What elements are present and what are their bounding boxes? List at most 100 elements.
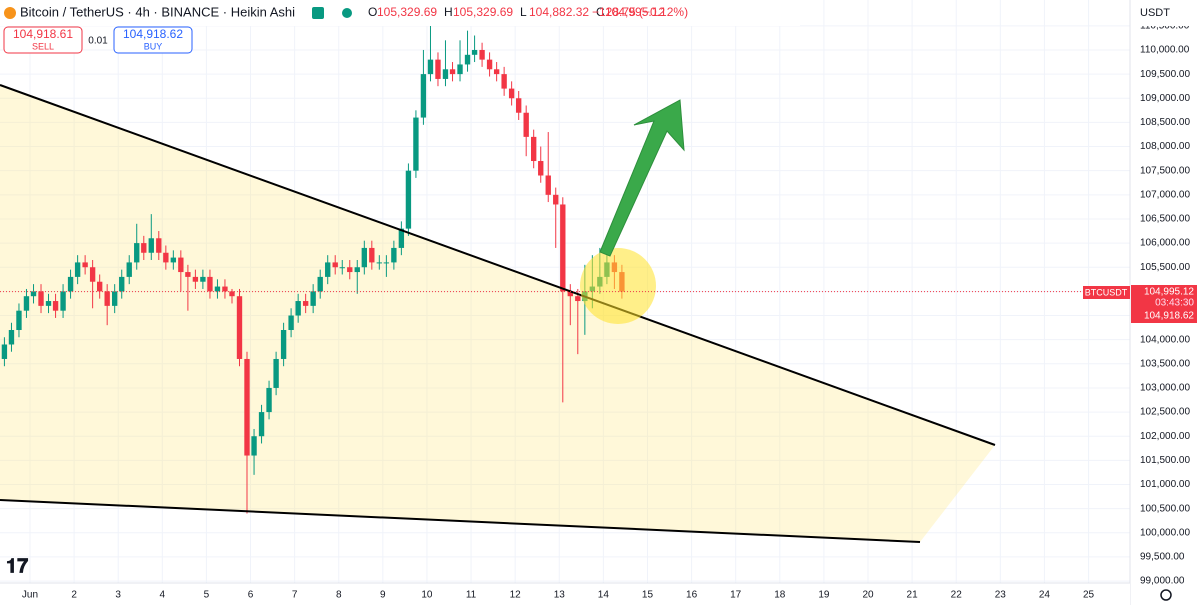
last-price: 104,995.12 <box>1144 287 1194 298</box>
candle-body <box>74 262 81 277</box>
candle-body <box>575 296 581 302</box>
x-tick-label: 2 <box>71 590 77 601</box>
candle-body <box>156 238 162 253</box>
x-tick-label: 25 <box>1083 590 1095 601</box>
x-tick-label: 18 <box>774 590 786 601</box>
candle-body <box>266 387 272 413</box>
candle-body <box>376 262 382 264</box>
candle-body <box>244 358 250 456</box>
grid <box>0 0 1130 583</box>
candle-body <box>302 301 309 306</box>
x-tick-label: 20 <box>862 590 874 601</box>
candle-body <box>347 267 353 273</box>
buy-button[interactable] <box>113 26 193 54</box>
y-tick-label: 103,000.00 <box>1140 383 1190 394</box>
y-tick-label: 102,500.00 <box>1140 407 1190 418</box>
candle-body <box>523 112 529 137</box>
candle-body <box>185 272 191 277</box>
candle-body <box>486 59 493 70</box>
x-tick-label: 23 <box>995 590 1007 601</box>
candle-body <box>192 276 199 282</box>
candle-body <box>398 228 405 248</box>
candle-body <box>82 262 88 268</box>
y-tick-label: 110,000.00 <box>1140 45 1190 56</box>
bid-price: 104,918.62 <box>1144 311 1194 322</box>
up-arrow <box>599 99 685 257</box>
candle-body <box>8 330 15 345</box>
candle-body <box>273 358 279 388</box>
candle-body <box>449 69 456 75</box>
candle-body <box>493 69 500 75</box>
y-tick-label: 109,000.00 <box>1140 93 1190 104</box>
candle-body <box>104 291 110 306</box>
y-tick-label: 106,000.00 <box>1140 238 1190 249</box>
x-tick-label: 24 <box>1039 590 1051 601</box>
settings-icon[interactable] <box>1160 589 1172 601</box>
sell-price: 104,918.61 <box>13 27 73 41</box>
candle-body <box>531 136 537 162</box>
candle-body <box>508 88 515 99</box>
x-tick-label: 12 <box>510 590 522 601</box>
y-tick-label: 102,000.00 <box>1140 431 1190 442</box>
candle-body <box>361 247 367 268</box>
symbol-tag: BTCUSDT <box>1085 287 1128 297</box>
candle-body <box>516 98 522 113</box>
candle-body <box>405 170 412 229</box>
ohlc-key: H <box>444 5 453 19</box>
highlight-circle <box>580 248 656 324</box>
sell-button[interactable] <box>3 26 83 54</box>
candle-body <box>229 291 235 297</box>
last-price-bg <box>1131 285 1197 323</box>
symbol-tag-bg <box>1083 286 1130 299</box>
ohlc-value: 105,329.69 <box>377 5 437 19</box>
candle-body <box>545 175 551 195</box>
candle-body <box>67 276 74 292</box>
status-dot <box>342 8 352 18</box>
y-tick-label: 103,500.00 <box>1140 358 1190 369</box>
candle-body <box>383 262 390 264</box>
candle-body <box>325 262 331 277</box>
y-tick-label: 101,000.00 <box>1140 479 1190 490</box>
candle-body <box>471 49 478 55</box>
candle-body <box>141 243 147 253</box>
candle-body <box>567 291 573 297</box>
candle-body <box>280 330 287 359</box>
candle-body <box>553 194 559 205</box>
btc-icon <box>4 7 16 19</box>
time-axis <box>0 583 1130 605</box>
candle-body <box>295 301 301 316</box>
spread: 0.01 <box>88 36 108 47</box>
candle-body <box>60 291 66 311</box>
x-tick-label: 7 <box>292 590 298 601</box>
candle-body <box>391 247 397 263</box>
x-tick-label: 19 <box>818 590 830 601</box>
upper-trendline <box>0 84 996 446</box>
candle-body <box>369 247 375 263</box>
ohlc-value: 104,882.32 <box>529 5 589 19</box>
x-tick-label: 5 <box>204 590 210 601</box>
y-tick-label: 105,500.00 <box>1140 262 1190 273</box>
x-tick-label: 4 <box>160 590 166 601</box>
candle-body <box>251 436 257 456</box>
candle-body <box>222 286 228 292</box>
candle-body <box>126 262 132 277</box>
candle-body <box>170 257 177 263</box>
y-tick-label: 108,000.00 <box>1140 141 1190 152</box>
candle-body <box>457 64 463 75</box>
ohlc-key: L <box>520 5 527 19</box>
candle-body <box>339 267 345 269</box>
ohlc-legend: O 105,329.69 H 105,329.69 L 104,882.32 C 104,99… <box>368 5 665 19</box>
candle-body <box>479 49 485 60</box>
y-tick-label: 107,000.00 <box>1140 189 1190 200</box>
symbol-title: Bitcoin / TetherUS · 4h · BINANCE · Heik… <box>20 4 295 19</box>
x-tick-label: 15 <box>642 590 654 601</box>
market-open-icon <box>312 7 324 19</box>
y-tick-label: 100,500.00 <box>1140 503 1190 514</box>
currency[interactable]: USDT <box>1140 7 1170 19</box>
candle-body <box>52 301 59 311</box>
candle-body <box>332 262 338 268</box>
buy-price: 104,918.62 <box>123 27 183 41</box>
candle-body <box>134 243 140 263</box>
y-tick-label: 100,000.00 <box>1140 527 1190 538</box>
